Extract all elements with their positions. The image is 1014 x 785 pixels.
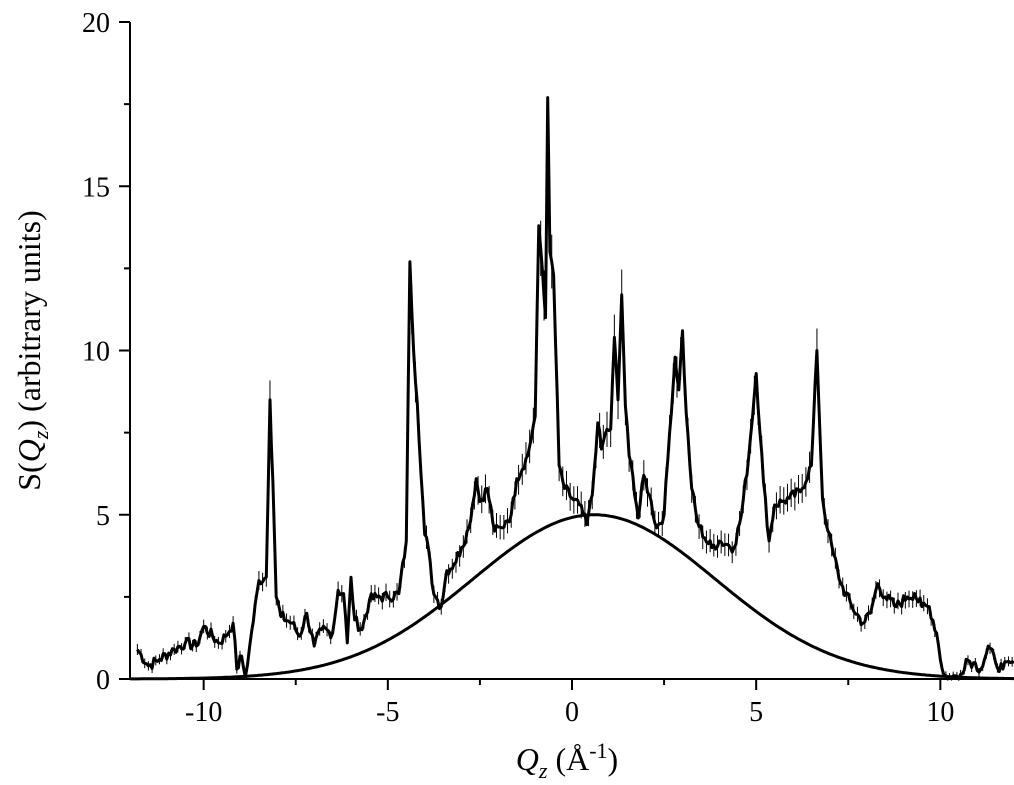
measured-series-line [136,96,1014,681]
x-tick-label: -10 [185,697,222,728]
y-tick-label: 0 [96,665,110,696]
y-tick-label: 15 [82,172,110,203]
x-axis-title: Qz (Å-1) [516,738,618,783]
x-tick-label: 10 [926,697,954,728]
y-tick-label: 10 [82,337,110,368]
x-tick-label: 0 [565,697,579,728]
y-tick-label: 20 [82,8,110,39]
x-tick-label: -5 [376,697,399,728]
y-tick-label: 5 [96,501,110,532]
y-axis-ticks: 0 5 10 15 20 [82,8,130,696]
gaussian-fit-line [130,513,1014,681]
x-tick-label: 5 [749,697,763,728]
y-axis-title: S(Qz) (arbitrary units) [11,210,53,490]
x-axis-ticks: -10 -5 0 5 10 [185,679,954,728]
